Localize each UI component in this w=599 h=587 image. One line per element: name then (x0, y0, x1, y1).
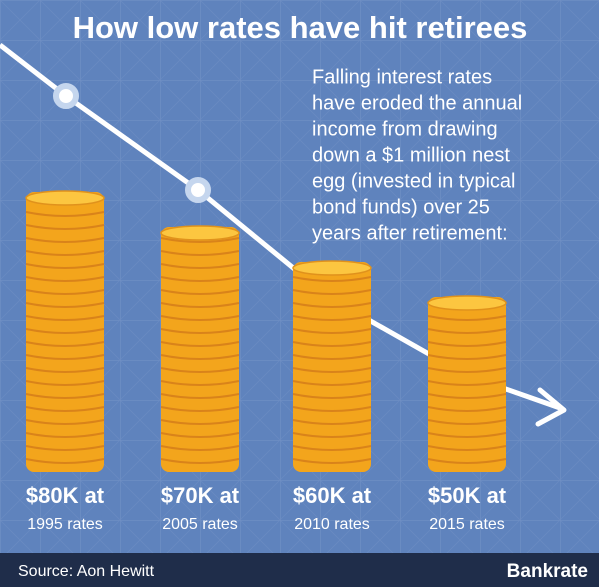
coin-edge (25, 315, 105, 321)
coin-edge (25, 354, 105, 360)
value-label: $80K at (26, 483, 105, 508)
coin-edge (292, 289, 372, 295)
brand: Bankrate (507, 561, 588, 582)
coin-edge (160, 302, 240, 308)
coin-edge (25, 419, 105, 425)
description-line: income from drawing (312, 118, 498, 140)
coin-stack (292, 260, 372, 472)
category-label: 2005 rates (162, 516, 238, 533)
coin-stack (427, 295, 507, 472)
coin-edge (25, 458, 105, 464)
description-line: egg (invested in typical (312, 170, 515, 192)
category-label: 2010 rates (294, 516, 370, 533)
coin-edge (160, 458, 240, 464)
description-line: have eroded the annual (312, 92, 522, 114)
coin-edge (292, 302, 372, 308)
arrow-dot (53, 83, 79, 109)
coin-edge (160, 263, 240, 269)
coin-edge (292, 276, 372, 282)
coin-edge (160, 432, 240, 438)
description-line: bond funds) over 25 (312, 196, 490, 218)
coin-edge (427, 419, 507, 425)
coin-edge (160, 393, 240, 399)
coin-edge (292, 380, 372, 386)
coin-edge (292, 315, 372, 321)
coin-edge (25, 367, 105, 373)
coin-edge (292, 393, 372, 399)
coin-edge (160, 367, 240, 373)
coin-edge (25, 393, 105, 399)
coin-edge (292, 419, 372, 425)
coin-edge (292, 458, 372, 464)
coin-edge (427, 328, 507, 334)
category-label: 2015 rates (429, 516, 505, 533)
description-line: years after retirement: (312, 222, 508, 244)
arrow-head (535, 387, 567, 427)
coin-edge (25, 406, 105, 412)
coin-edge (292, 432, 372, 438)
coin-edge (25, 276, 105, 282)
value-label: $60K at (293, 483, 372, 508)
coin-edge (427, 432, 507, 438)
coin-edge (25, 237, 105, 243)
coin-edge (25, 445, 105, 451)
coin-top (25, 190, 105, 206)
description-line: Falling interest rates (312, 66, 492, 88)
chart-title: How low rates have hit retirees (73, 10, 528, 45)
coin-edge (160, 354, 240, 360)
value-label: $50K at (428, 483, 507, 508)
coin-stack (25, 190, 105, 472)
coin-edge (160, 315, 240, 321)
coin-edge (427, 341, 507, 347)
coin-edge (160, 289, 240, 295)
coin-edge (25, 302, 105, 308)
coin-edge (25, 224, 105, 230)
coin-edge (292, 328, 372, 334)
coin-edge (160, 419, 240, 425)
coin-edge (25, 289, 105, 295)
bar (293, 262, 371, 472)
coin-edge (25, 263, 105, 269)
coin-edge (427, 354, 507, 360)
coin-edge (427, 380, 507, 386)
coin-edge (160, 341, 240, 347)
coin-edge (427, 458, 507, 464)
coin-edge (427, 393, 507, 399)
coin-edge (25, 341, 105, 347)
coin-edge (160, 406, 240, 412)
coin-top (292, 260, 372, 276)
coin-edge (160, 380, 240, 386)
coin-edge (25, 380, 105, 386)
coin-edge (160, 328, 240, 334)
coin-edge (160, 276, 240, 282)
coin-edge (25, 432, 105, 438)
coin-edge (25, 250, 105, 256)
coin-edge (427, 406, 507, 412)
coin-edge (25, 211, 105, 217)
coin-top (160, 225, 240, 241)
coin-edge (292, 354, 372, 360)
coin-edge (427, 445, 507, 451)
value-label: $70K at (161, 483, 240, 508)
description-line: down a $1 million nest (312, 144, 510, 166)
coin-edge (160, 445, 240, 451)
coin-edge (427, 315, 507, 321)
coin-edge (292, 406, 372, 412)
coin-edge (292, 367, 372, 373)
arrow-dot (185, 177, 211, 203)
coin-edge (292, 341, 372, 347)
coin-stack (160, 225, 240, 472)
footer (0, 553, 599, 587)
coin-edge (427, 367, 507, 373)
coin-edge (160, 237, 240, 243)
coin-edge (292, 445, 372, 451)
coin-edge (25, 328, 105, 334)
coin-edge (160, 250, 240, 256)
coin-top (427, 295, 507, 311)
source: Source: Aon Hewitt (18, 563, 155, 580)
category-label: 1995 rates (27, 516, 103, 533)
